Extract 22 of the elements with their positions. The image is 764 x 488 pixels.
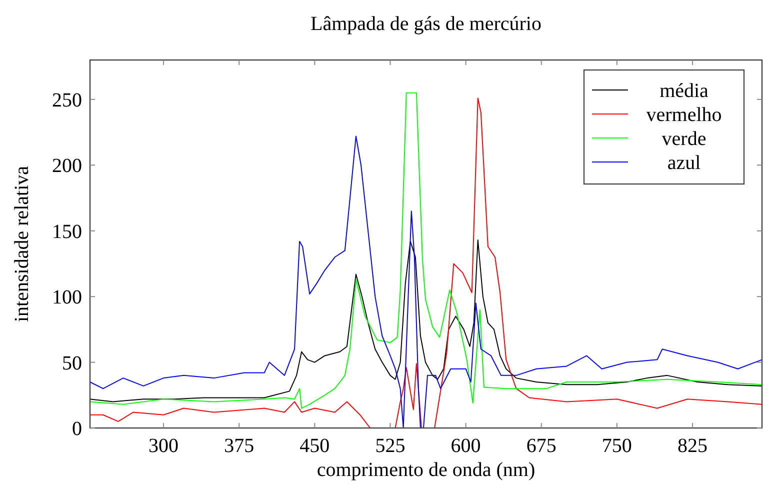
legend-label: média xyxy=(660,80,709,102)
x-tick-label: 525 xyxy=(375,435,406,457)
x-tick-label: 450 xyxy=(300,435,330,457)
y-tick-label: 50 xyxy=(62,352,82,374)
x-axis-title: comprimento de onda (nm) xyxy=(316,459,536,481)
y-axis-title: intensidade relativa xyxy=(11,166,33,322)
line-series xyxy=(90,240,762,402)
x-tick-label: 300 xyxy=(148,435,179,457)
x-tick-label: 375 xyxy=(224,435,254,457)
x-tick-label: 750 xyxy=(602,435,632,457)
legend-label: verde xyxy=(662,128,706,150)
y-tick-label: 250 xyxy=(52,89,82,112)
y-tick-label: 150 xyxy=(52,220,82,243)
y-tick-label: 0 xyxy=(72,418,82,440)
y-tick-label: 200 xyxy=(52,155,82,178)
legend-label: azul xyxy=(667,152,702,174)
legend-label: vermelho xyxy=(646,104,722,126)
y-tick-label: 100 xyxy=(52,286,82,309)
chart-title: Lâmpada de gás de mercúrio xyxy=(310,13,542,35)
x-tick-label: 675 xyxy=(526,435,556,457)
x-tick-label: 600 xyxy=(450,435,481,457)
x-tick-label: 825 xyxy=(677,435,708,457)
